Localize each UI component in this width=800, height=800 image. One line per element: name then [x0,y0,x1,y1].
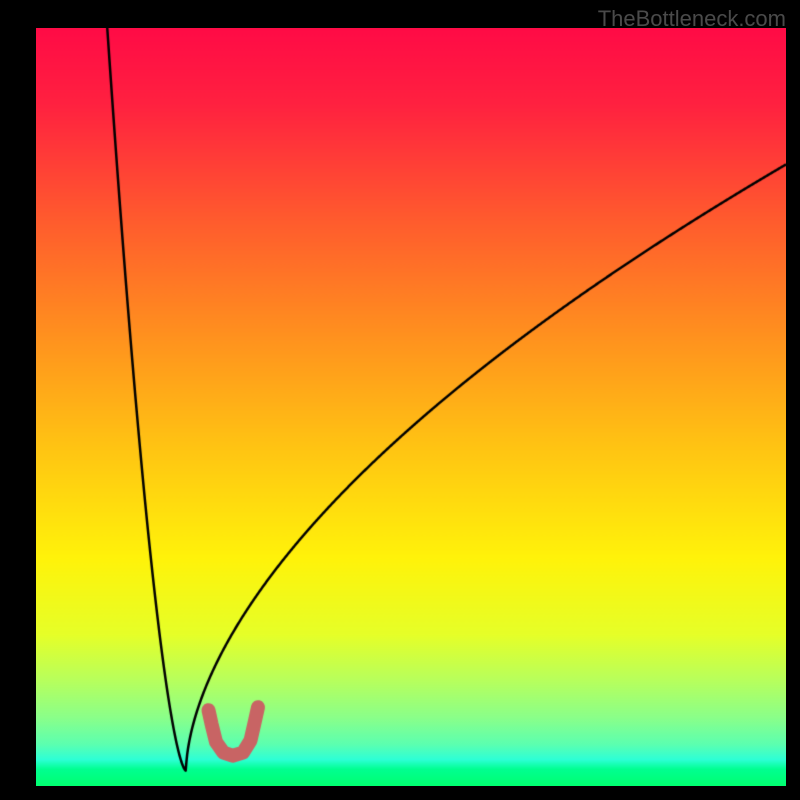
watermark-text: TheBottleneck.com [598,6,786,32]
chart-stage: TheBottleneck.com [0,0,800,800]
plot-area [36,28,786,786]
bottleneck-curve [36,28,786,786]
